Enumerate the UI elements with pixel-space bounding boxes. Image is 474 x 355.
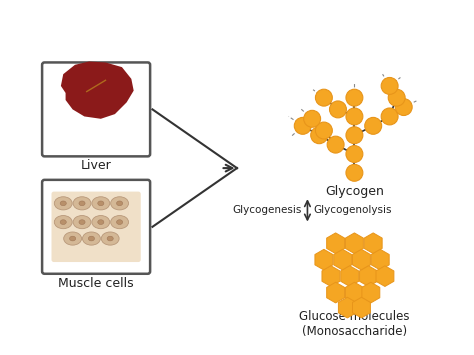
Ellipse shape	[98, 220, 104, 224]
Polygon shape	[315, 249, 333, 270]
Polygon shape	[353, 297, 370, 318]
Polygon shape	[376, 266, 394, 286]
Ellipse shape	[55, 215, 72, 229]
Text: Muscle cells: Muscle cells	[58, 277, 134, 290]
Circle shape	[304, 110, 320, 127]
Ellipse shape	[98, 201, 104, 206]
Ellipse shape	[101, 232, 119, 245]
Polygon shape	[362, 282, 380, 303]
Circle shape	[315, 89, 332, 106]
Ellipse shape	[73, 215, 91, 229]
Polygon shape	[61, 61, 134, 119]
Ellipse shape	[92, 215, 109, 229]
Ellipse shape	[110, 215, 128, 229]
Circle shape	[346, 164, 363, 181]
Polygon shape	[327, 282, 345, 303]
Ellipse shape	[117, 201, 123, 206]
Ellipse shape	[64, 232, 82, 245]
Ellipse shape	[88, 236, 94, 241]
Ellipse shape	[70, 236, 76, 241]
FancyBboxPatch shape	[52, 192, 141, 262]
Circle shape	[329, 101, 346, 118]
Polygon shape	[338, 297, 356, 318]
FancyBboxPatch shape	[42, 62, 150, 156]
Circle shape	[327, 136, 344, 153]
Polygon shape	[346, 282, 364, 303]
Ellipse shape	[79, 220, 85, 224]
Text: Glycogen: Glycogen	[325, 185, 384, 198]
Circle shape	[315, 122, 332, 139]
Circle shape	[381, 108, 398, 125]
Ellipse shape	[82, 232, 100, 245]
Circle shape	[365, 118, 382, 134]
Polygon shape	[322, 266, 340, 286]
Polygon shape	[353, 249, 370, 270]
Circle shape	[395, 99, 412, 115]
Ellipse shape	[60, 201, 66, 206]
Circle shape	[294, 118, 311, 134]
Ellipse shape	[60, 220, 66, 224]
Polygon shape	[371, 249, 389, 270]
Circle shape	[311, 127, 328, 144]
Ellipse shape	[117, 220, 123, 224]
Text: Liver: Liver	[81, 159, 111, 172]
Polygon shape	[334, 249, 352, 270]
Ellipse shape	[73, 197, 91, 210]
Circle shape	[346, 89, 363, 106]
Ellipse shape	[110, 197, 128, 210]
Text: Glycogenolysis: Glycogenolysis	[313, 206, 392, 215]
Text: Glucose molecules
(Monosaccharide): Glucose molecules (Monosaccharide)	[299, 311, 410, 339]
Circle shape	[346, 108, 363, 125]
Ellipse shape	[107, 236, 113, 241]
Circle shape	[346, 127, 363, 144]
Circle shape	[346, 146, 363, 163]
Circle shape	[381, 77, 398, 94]
FancyBboxPatch shape	[42, 180, 150, 274]
Ellipse shape	[92, 197, 109, 210]
Text: Glycogenesis: Glycogenesis	[232, 206, 302, 215]
Polygon shape	[364, 233, 382, 253]
Polygon shape	[327, 233, 345, 253]
Circle shape	[388, 89, 405, 106]
Ellipse shape	[79, 201, 85, 206]
Ellipse shape	[55, 197, 72, 210]
Polygon shape	[346, 233, 364, 253]
Polygon shape	[360, 266, 377, 286]
Polygon shape	[341, 266, 359, 286]
